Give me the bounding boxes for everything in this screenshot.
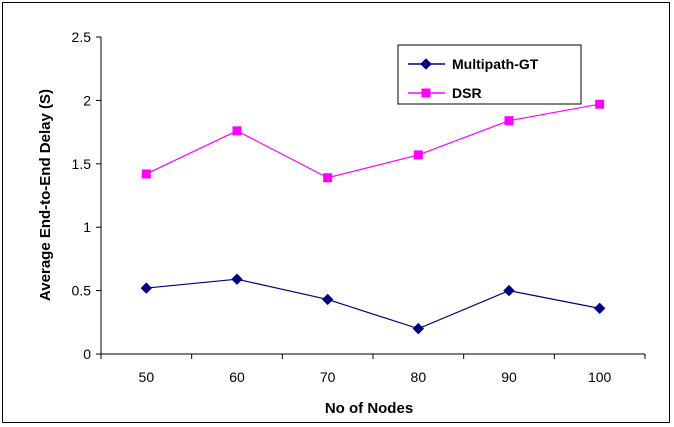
square-marker: [323, 173, 333, 183]
x-tick-label: 70: [320, 369, 336, 385]
diamond-marker: [420, 58, 432, 70]
square-marker: [421, 88, 431, 98]
x-tick-label: 60: [229, 369, 245, 385]
series-line: [146, 103, 600, 179]
square-marker: [141, 169, 151, 179]
diamond-marker: [593, 302, 606, 315]
legend-item: DSR: [408, 85, 482, 101]
diamond-marker: [231, 273, 243, 285]
y-tick-label: 2: [83, 92, 91, 108]
y-tick-label: 0: [83, 346, 91, 362]
y-tick-label: 0.5: [72, 283, 92, 299]
x-tick-label: 100: [588, 369, 612, 385]
legend-item: Multipath-GT: [408, 56, 539, 72]
diamond-marker: [412, 322, 425, 335]
x-tick-label: 50: [139, 369, 155, 385]
square-marker: [595, 99, 605, 109]
diamond-marker: [503, 284, 515, 297]
square-marker: [413, 150, 423, 160]
y-tick-label: 2.5: [72, 29, 92, 45]
legend-label: Multipath-GT: [452, 56, 539, 72]
x-axis: 50 60 70 80 90 100: [100, 353, 646, 385]
x-axis-title: No of Nodes: [325, 400, 413, 417]
legend-items: Multipath-GT DSR: [408, 56, 539, 101]
series-dsr: [141, 99, 605, 183]
legend-label: DSR: [452, 85, 482, 101]
y-axis: 0 0.5 1 1.5 2 2.5: [72, 29, 102, 362]
y-tick-label: 1: [83, 219, 91, 235]
x-tick-label: 90: [501, 369, 517, 385]
legend: Multipath-GT DSR: [397, 44, 582, 105]
series-layer: [140, 99, 606, 335]
square-marker: [504, 116, 514, 126]
series-multipath-gt: [140, 273, 606, 335]
series-line: [146, 278, 600, 330]
diamond-marker: [321, 293, 334, 306]
y-axis-title: Average End-to-End Delay (S): [37, 89, 54, 301]
diamond-marker: [140, 282, 153, 294]
square-marker: [232, 126, 242, 136]
y-tick-label: 1.5: [72, 156, 92, 172]
x-tick-label: 80: [411, 369, 427, 385]
